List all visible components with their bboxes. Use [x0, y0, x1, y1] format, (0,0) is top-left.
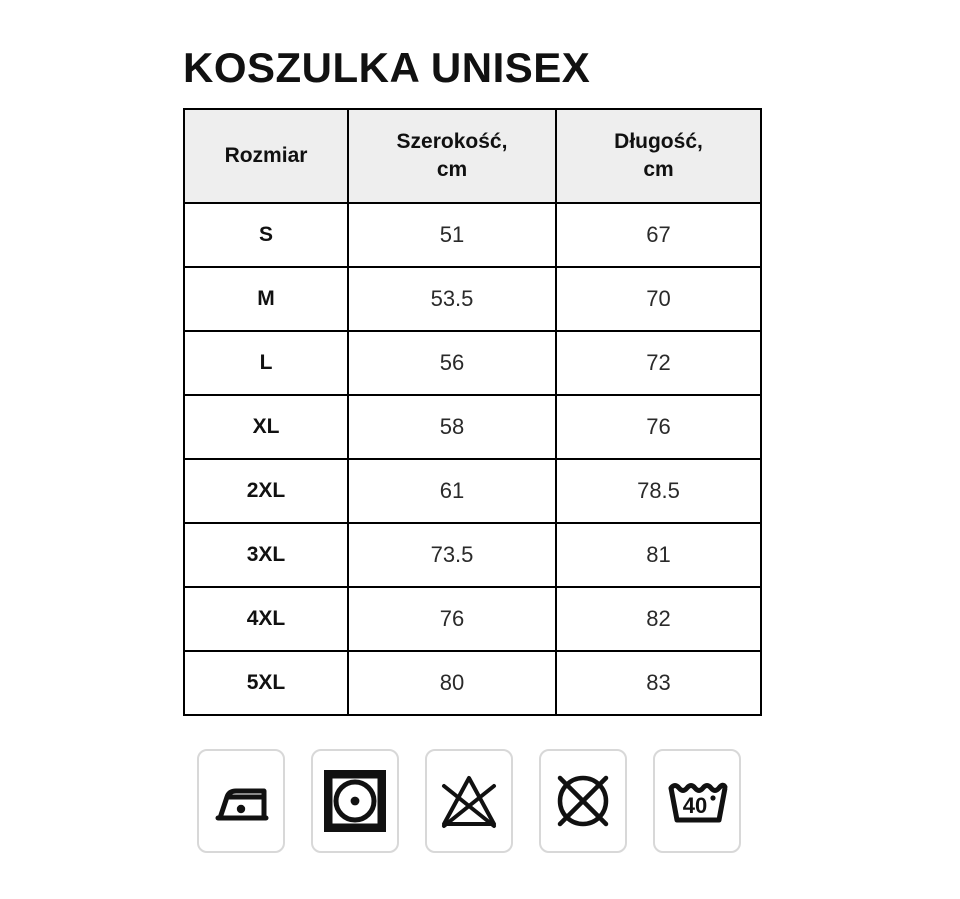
table-header-row: Rozmiar Szerokość, cm Długość, cm: [183, 108, 762, 204]
cell-size: L: [183, 330, 349, 396]
cell-size: 3XL: [183, 522, 349, 588]
column-header-width-line1: Szerokość,: [396, 129, 508, 153]
do-not-dry-clean-icon: [539, 749, 627, 853]
cell-width: 73.5: [347, 522, 557, 588]
page-title: KOSZULKA UNISEX: [183, 44, 591, 91]
column-header-size-line1: Rozmiar: [224, 143, 308, 167]
cell-size: 4XL: [183, 586, 349, 652]
cell-length: 78.5: [555, 458, 762, 524]
table-row: M 53.5 70: [183, 266, 762, 332]
cell-width: 76: [347, 586, 557, 652]
column-header-length: Długość, cm: [555, 108, 762, 204]
cell-length: 70: [555, 266, 762, 332]
wash-temperature-label: 40: [683, 793, 707, 818]
cell-width: 61: [347, 458, 557, 524]
table-row: L 56 72: [183, 330, 762, 396]
column-header-length-line1: Długość,: [614, 129, 703, 153]
table-row: 4XL 76 82: [183, 586, 762, 652]
cell-width: 58: [347, 394, 557, 460]
iron-low-temperature-icon: [197, 749, 285, 853]
cell-size: 2XL: [183, 458, 349, 524]
care-symbols-row: 40: [197, 749, 741, 853]
wash-40-degrees-icon: 40: [653, 749, 741, 853]
column-header-width-line2: cm: [436, 158, 468, 181]
cell-width: 53.5: [347, 266, 557, 332]
cell-length: 81: [555, 522, 762, 588]
cell-length: 76: [555, 394, 762, 460]
table-body: S 51 67 M 53.5 70 L 56 72 XL 58 76 2XL 6: [183, 202, 762, 716]
do-not-bleach-icon: [425, 749, 513, 853]
cell-size: 5XL: [183, 650, 349, 716]
table-header: Rozmiar Szerokość, cm Długość, cm: [183, 108, 762, 204]
size-table: Rozmiar Szerokość, cm Długość, cm S 51 6…: [183, 108, 762, 716]
tumble-dry-low-icon: [311, 749, 399, 853]
table-row: 2XL 61 78.5: [183, 458, 762, 524]
cell-width: 56: [347, 330, 557, 396]
cell-width: 51: [347, 202, 557, 268]
cell-length: 82: [555, 586, 762, 652]
table-row: 5XL 80 83: [183, 650, 762, 716]
column-header-size: Rozmiar: [183, 108, 349, 204]
table-row: XL 58 76: [183, 394, 762, 460]
cell-size: S: [183, 202, 349, 268]
cell-size: M: [183, 266, 349, 332]
column-header-length-line2: cm: [643, 158, 674, 181]
cell-length: 67: [555, 202, 762, 268]
table-row: S 51 67: [183, 202, 762, 268]
table-row: 3XL 73.5 81: [183, 522, 762, 588]
cell-length: 83: [555, 650, 762, 716]
cell-length: 72: [555, 330, 762, 396]
cell-width: 80: [347, 650, 557, 716]
column-header-width: Szerokość, cm: [347, 108, 557, 204]
cell-size: XL: [183, 394, 349, 460]
